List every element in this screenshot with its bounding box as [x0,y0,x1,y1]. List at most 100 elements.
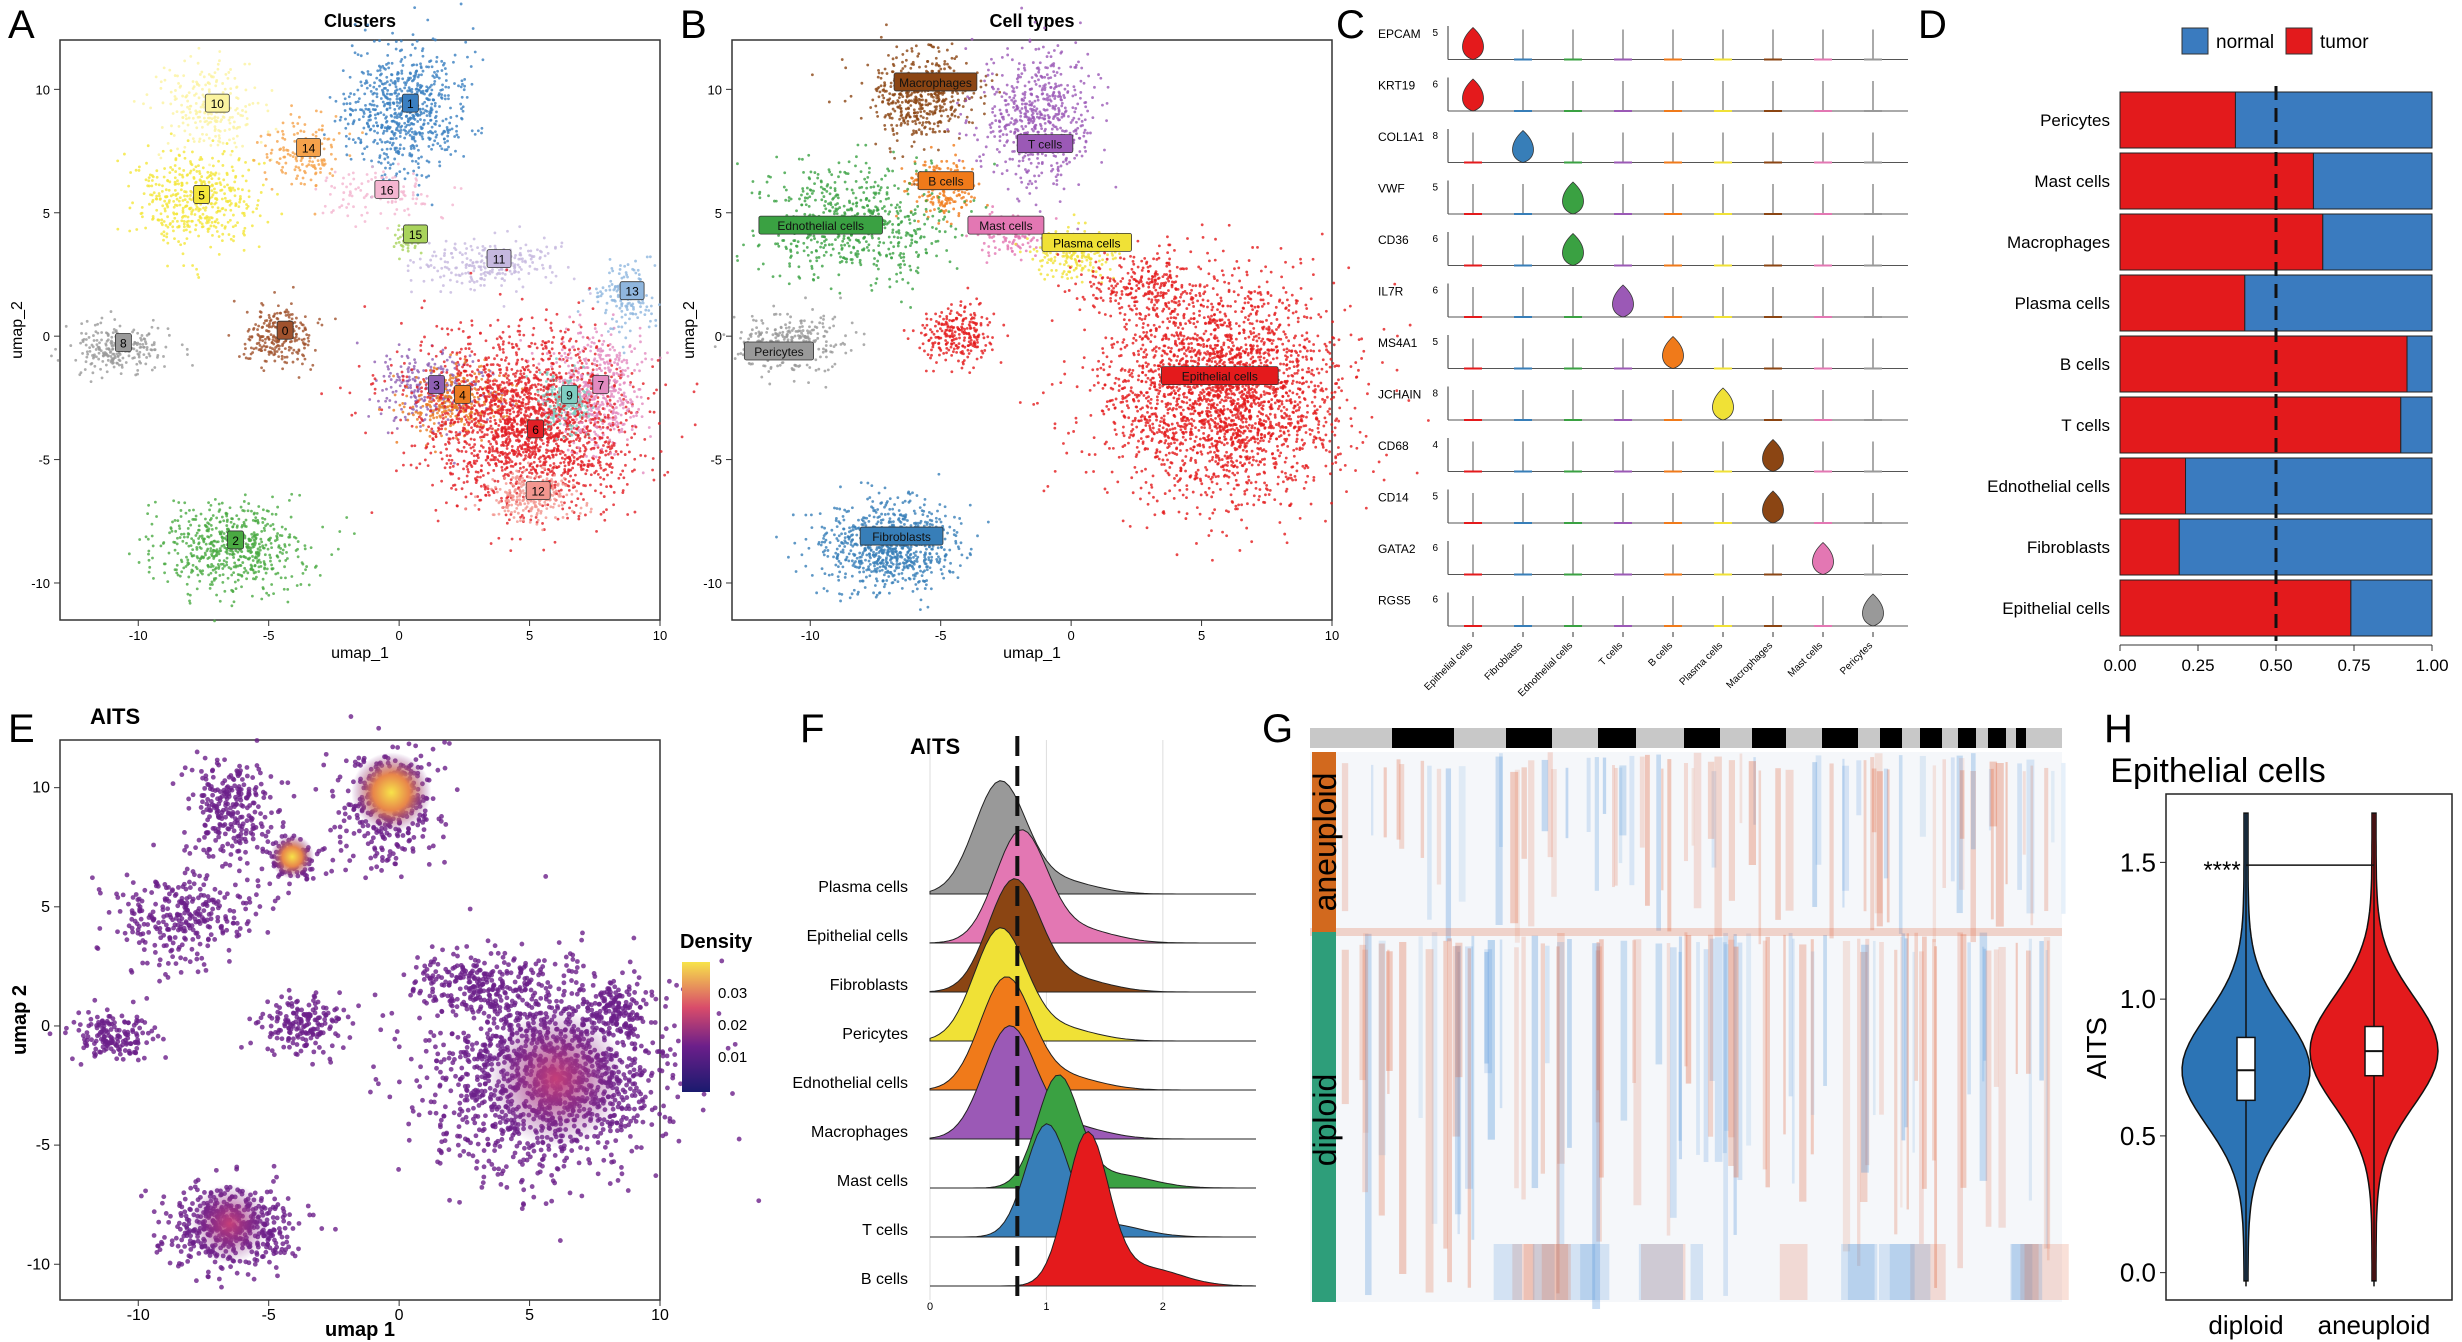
cell-point [166,215,169,219]
cell-point [147,570,151,574]
cell-point [161,149,165,153]
cell-point [243,493,247,497]
cell-point [560,241,564,245]
cell-point [649,435,652,438]
cell-point [213,220,217,224]
cell-point [567,463,571,467]
cell-point [430,278,434,282]
cell-point [385,92,389,96]
cell-point [257,570,261,573]
cell-point [539,388,543,391]
cell-point [587,392,591,396]
cell-point [147,552,150,556]
cell-point [237,517,241,521]
cell-point [448,121,452,125]
cell-point [191,116,195,120]
cell-point [622,397,626,401]
cell-point [231,589,235,593]
cell-point [153,366,157,369]
cell-point [437,93,441,97]
cell-point [385,396,389,400]
cell-point [194,102,198,105]
cell-point [407,348,411,351]
cell-point [176,519,180,523]
cell-point [217,177,221,181]
cell-point [253,535,257,539]
cell-point [205,176,209,180]
cell-point [638,326,642,330]
cell-point [397,122,401,125]
cell-point [209,224,213,228]
cell-point [609,368,612,372]
cell-point [426,18,430,22]
cell-point [420,73,423,77]
cell-point [215,191,218,195]
cell-point [613,348,616,352]
cell-point [415,425,418,429]
cell-point [228,116,232,119]
cell-point [147,503,150,507]
cell-point [620,427,624,431]
cell-point [250,224,254,228]
cell-point [369,73,373,77]
cell-point [424,413,428,417]
cell-point [195,531,199,535]
cell-point [541,372,544,376]
cell-point [443,148,447,152]
cell-point [147,176,151,180]
cell-point [265,567,269,571]
cell-point [118,324,122,328]
cell-point [451,464,455,468]
cell-point [465,465,469,468]
cell-point [421,107,425,111]
cell-point [455,114,459,118]
cell-point [210,220,214,224]
cell-point [318,573,322,577]
cell-point [561,507,565,511]
cell-point [635,414,638,418]
cell-point [432,394,436,398]
cell-point [376,124,380,128]
panel-a-title: Clusters [324,11,396,31]
cell-point [446,260,450,264]
cell-point [410,127,413,131]
cell-point [593,430,596,434]
cell-point [113,318,117,321]
cell-point [531,261,535,264]
cell-point [242,520,246,524]
cell-point [567,371,571,375]
cell-point [629,415,632,419]
cell-point [481,245,485,248]
cell-point [437,399,440,403]
cell-point [197,276,201,279]
cell-point [429,414,432,418]
cell-point [481,58,485,62]
cell-point [602,495,606,498]
cell-point [568,315,572,319]
cell-point [176,179,179,183]
cell-point [448,430,452,433]
panel-letter-g: G [1262,707,1293,751]
cell-point [271,495,274,499]
cell-point [612,395,615,399]
cell-point [197,96,201,100]
cell-point [395,372,399,376]
cell-point [519,515,522,519]
cell-point [393,115,397,119]
cell-point [237,158,241,162]
cell-point [454,149,457,153]
cell-point [81,352,84,355]
cell-point [546,371,549,374]
cell-point [356,53,360,57]
cell-point [159,212,163,216]
cell-point [477,508,481,511]
cell-point [151,215,155,218]
cell-point [322,133,326,137]
cell-point [427,241,431,245]
cell-point [528,471,531,475]
cell-point [163,207,167,211]
cell-point [505,381,509,384]
cell-point [164,224,168,227]
cell-point [208,586,212,590]
cell-point [604,453,608,457]
